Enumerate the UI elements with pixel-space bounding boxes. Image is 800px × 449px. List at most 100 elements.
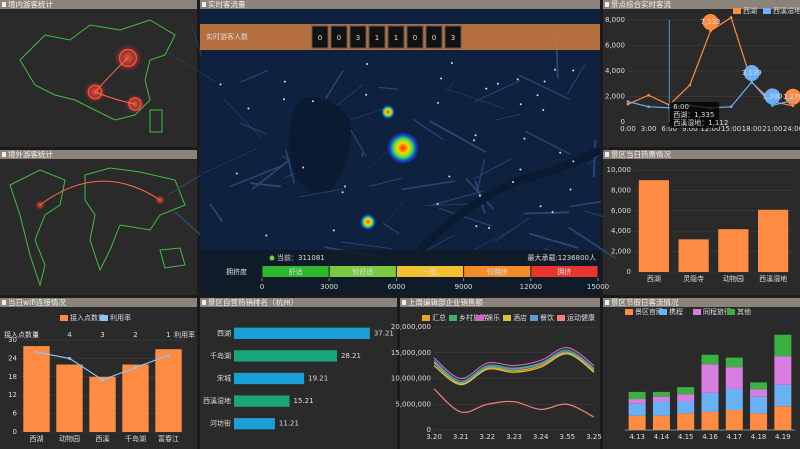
level-label: 较舒适: [352, 267, 373, 276]
bar-segment: [677, 401, 695, 414]
digit: 0: [318, 34, 322, 42]
digit-box: [330, 25, 348, 49]
x-tick-label: 3.55: [560, 433, 576, 441]
point: [750, 80, 754, 84]
value-label: 15.21: [294, 397, 314, 405]
point: [647, 93, 650, 97]
top-label: 4: [67, 331, 72, 339]
road: [240, 122, 267, 135]
x-tick-label: 4.14: [654, 433, 670, 441]
poi: [543, 80, 546, 83]
header-mark: [402, 300, 406, 305]
x-tick-label: 西溪湿地: [759, 274, 787, 283]
poi: [496, 82, 499, 85]
bar: [23, 346, 50, 432]
tick-label: 15000: [587, 283, 609, 291]
y-tick-label: 8,000: [611, 186, 631, 194]
congestion-label: 拥挤度: [226, 267, 247, 276]
digit: 3: [451, 34, 455, 42]
legend-label: 西湖: [743, 6, 757, 15]
x-tick-label: 3.20: [426, 433, 442, 441]
x-tick-label: 动物园: [723, 274, 744, 283]
bar-segment: [652, 396, 670, 402]
digit-box: [349, 25, 367, 49]
current: 当前：311081: [277, 253, 325, 262]
tick-label: 6000: [387, 283, 405, 291]
panel-title: 境外游客统计: [8, 149, 53, 159]
road: [240, 69, 269, 83]
legend-label: 其他: [737, 307, 751, 316]
legend-swatch: [763, 8, 771, 14]
y-tick-label: 10,000: [607, 166, 632, 174]
top-label: 3: [100, 331, 104, 339]
point: [626, 102, 630, 106]
x-tick-label: 千岛湖: [125, 434, 146, 443]
road: [249, 182, 281, 188]
bar: [638, 180, 669, 272]
bar-segment: [725, 357, 743, 368]
level: [329, 266, 396, 277]
x-tick-label: 3.25: [586, 433, 602, 441]
tick-label: 12000: [520, 283, 542, 291]
bubble-label: 1,300: [762, 92, 782, 100]
level: [464, 266, 531, 277]
panel-title: 当日wifi连接情况: [8, 297, 66, 307]
road: [495, 217, 530, 242]
value-label: 11.21: [279, 420, 299, 428]
road: [299, 188, 346, 198]
legend-label: 利用率: [110, 313, 131, 322]
panel: [0, 150, 197, 295]
counter-label: 实时游客人数: [206, 32, 248, 41]
road: [493, 113, 522, 121]
poi: [365, 62, 368, 65]
panel-header: [0, 0, 197, 9]
panel-title: 景区节假日客流情况: [611, 297, 679, 307]
bar-segment: [628, 399, 646, 404]
y-tick-label: 5,000,000: [395, 400, 431, 408]
bar-segment: [628, 415, 646, 430]
level: [262, 266, 329, 277]
legend-label: 同程旅行: [703, 307, 731, 316]
panel-header: [400, 298, 600, 307]
panel-header: [200, 0, 600, 9]
road: [323, 70, 344, 102]
bar: [234, 350, 337, 362]
road: [229, 164, 284, 188]
bar: [155, 349, 182, 432]
poi: [473, 139, 476, 142]
road: [429, 190, 484, 207]
legend-label: 景区官网: [635, 307, 663, 316]
x-tick-label: 4.13: [629, 433, 645, 441]
poi: [554, 68, 557, 71]
panel-title: 景点综合实时客流: [611, 0, 671, 9]
legend-swatch: [530, 315, 538, 321]
road: [164, 49, 215, 82]
hotspot: [128, 97, 142, 111]
bar-segment: [677, 387, 695, 395]
poi: [448, 175, 451, 178]
level-label: 舒适: [289, 267, 303, 276]
y-tick-label: 30: [8, 336, 17, 344]
bubble: [764, 88, 781, 105]
dot: [269, 255, 275, 261]
bar-segment: [701, 411, 719, 430]
legend-swatch: [422, 315, 430, 321]
x-tick-label: 15:00: [721, 125, 741, 133]
point: [771, 104, 774, 107]
digit-box: [311, 25, 329, 49]
road: [592, 140, 597, 178]
road: [474, 79, 522, 102]
legend-swatch: [60, 315, 68, 321]
panel-title: 实时客流量: [208, 0, 246, 9]
legend-label: 酒店: [513, 313, 527, 322]
header-mark: [202, 300, 206, 305]
bar-segment: [774, 406, 792, 430]
x-tick-label: 动物园: [59, 434, 80, 443]
road: [429, 120, 487, 153]
china-map: [19, 19, 176, 121]
poi: [440, 77, 443, 80]
point: [729, 16, 733, 19]
panel-title: 景区自营热销排名（杭州）: [208, 297, 298, 307]
poi: [536, 94, 539, 97]
bar: [234, 372, 305, 385]
